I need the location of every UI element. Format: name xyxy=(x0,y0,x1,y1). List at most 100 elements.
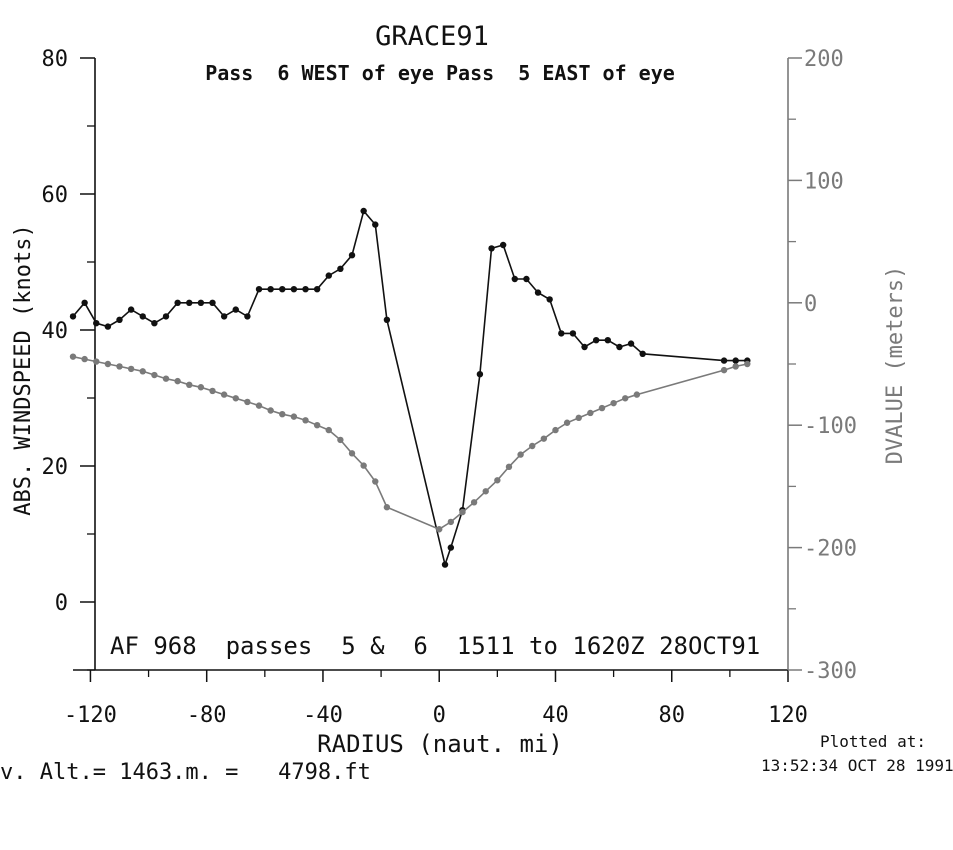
windspeed-point xyxy=(348,252,356,259)
y2-tick-label: -200 xyxy=(804,537,857,562)
windspeed-point xyxy=(372,221,379,228)
windspeed-point xyxy=(558,330,565,337)
windspeed-point xyxy=(569,330,577,337)
x-axis-label: RADIUS (naut. mi) xyxy=(317,730,563,758)
windspeed-point xyxy=(127,306,135,313)
dvalue-point xyxy=(529,442,536,450)
dvalue-point xyxy=(470,499,478,506)
windspeed-point xyxy=(441,561,449,568)
dvalue-point xyxy=(436,526,443,533)
dvalue-point xyxy=(744,360,751,368)
windspeed-point xyxy=(302,286,309,293)
series-group xyxy=(69,207,751,568)
dvalue-point xyxy=(174,377,181,385)
dvalue-point xyxy=(279,410,286,418)
windspeed-point xyxy=(325,272,332,279)
dvalue-point xyxy=(482,488,489,495)
x-tick-label: -120 xyxy=(64,703,117,728)
x-tick-label: 40 xyxy=(542,703,569,728)
windspeed-point xyxy=(523,275,530,283)
dvalue-point xyxy=(622,395,629,402)
chart-subtitle: Pass 6 WEST of eye Pass 5 EAST of eye xyxy=(205,61,675,85)
windspeed-point xyxy=(139,313,146,320)
windspeed-point xyxy=(592,337,600,344)
windspeed-point xyxy=(732,357,739,364)
dvalue-point xyxy=(360,462,367,469)
windspeed-series-line xyxy=(72,209,748,568)
dvalue-point xyxy=(587,409,594,417)
windspeed-point xyxy=(476,371,484,378)
dvalue-point xyxy=(552,426,559,434)
dvalue-point xyxy=(232,395,239,402)
windspeed-point xyxy=(151,320,158,327)
windspeed-point xyxy=(383,316,391,323)
dvalue-point xyxy=(162,375,170,382)
windspeed-point xyxy=(104,323,112,330)
windspeed-point xyxy=(360,207,367,215)
windspeed-point xyxy=(499,241,507,249)
dvalue-point xyxy=(116,363,123,370)
dvalue-point xyxy=(290,413,298,420)
windspeed-point xyxy=(279,286,286,293)
dvalue-point xyxy=(69,353,77,360)
dvalue-point xyxy=(267,407,274,414)
dvalue-point xyxy=(459,508,466,516)
windspeed-point xyxy=(546,296,553,303)
dvalue-point xyxy=(81,355,88,363)
tick-marks: -120 -80 -40 0 40 80 120 0 20 40 60 80 -300 -200 -100 0… xyxy=(42,47,857,728)
dvalue-point xyxy=(313,422,321,429)
x-tick-label: -40 xyxy=(303,703,343,728)
dvalue-point xyxy=(447,518,455,526)
dvalue-point xyxy=(598,404,606,412)
y2-tick-label: -100 xyxy=(804,414,857,439)
y2-tick-label: 0 xyxy=(804,292,817,317)
windspeed-point xyxy=(255,286,263,293)
x-tick-label: 0 xyxy=(433,703,446,728)
dvalue-point xyxy=(209,387,216,395)
x-tick-label: -80 xyxy=(187,703,227,728)
windspeed-point xyxy=(267,286,274,293)
y2-tick-label: -300 xyxy=(804,659,857,684)
dvalue-point xyxy=(517,451,524,458)
windspeed-point xyxy=(639,350,646,357)
x-tick-label: 120 xyxy=(768,703,808,728)
dvalue-point xyxy=(494,477,501,484)
dvalue-point xyxy=(383,504,391,511)
dvalue-point xyxy=(186,381,193,389)
windspeed-point xyxy=(174,299,181,306)
windspeed-point xyxy=(581,343,588,351)
chart-annotation: AF 968 passes 5 & 6 1511 to 1620Z 28OCT9… xyxy=(110,632,760,660)
dvalue-point xyxy=(720,366,728,374)
dvalue-point xyxy=(93,358,100,365)
dvalue-point xyxy=(563,419,571,426)
dvalue-series-line xyxy=(72,355,748,531)
windspeed-point xyxy=(534,289,542,296)
y2-tick-label: 100 xyxy=(804,169,844,194)
windspeed-point xyxy=(232,306,239,313)
chart-title: GRACE91 xyxy=(375,21,489,52)
windspeed-point xyxy=(209,299,216,306)
y-tick-label: 20 xyxy=(42,455,69,480)
windspeed-point xyxy=(488,245,495,252)
dvalue-point xyxy=(104,360,112,368)
dvalue-point xyxy=(372,478,379,485)
y-axis-label: ABS. WINDSPEED (knots) xyxy=(11,224,36,515)
dvalue-point xyxy=(337,436,344,444)
dvalue-point xyxy=(610,399,617,407)
windspeed-point xyxy=(93,320,100,327)
dvalue-point xyxy=(139,368,146,375)
dvalue-point xyxy=(244,398,251,406)
windspeed-point xyxy=(186,299,193,306)
y-tick-label: 40 xyxy=(42,319,69,344)
dvalue-point xyxy=(633,391,641,398)
windspeed-point xyxy=(616,343,623,351)
x-tick-label: 80 xyxy=(658,703,685,728)
windspeed-points xyxy=(69,207,751,568)
dvalue-point xyxy=(325,426,332,434)
dvalue-point xyxy=(302,417,309,424)
windspeed-point xyxy=(447,544,455,551)
windspeed-point xyxy=(69,313,77,320)
windspeed-point xyxy=(720,357,728,364)
dvalue-point xyxy=(732,363,739,370)
